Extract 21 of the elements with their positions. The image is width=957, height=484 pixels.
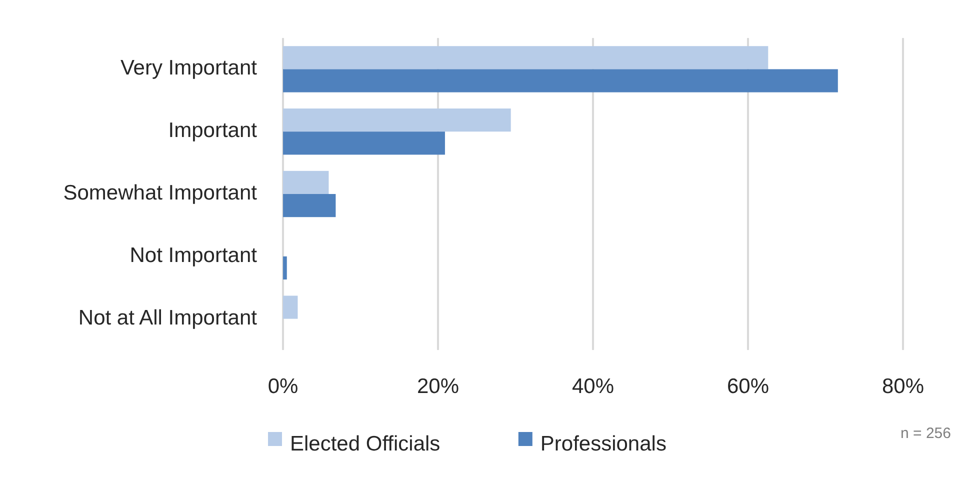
x-tick-label: 80% (882, 375, 924, 398)
x-tick-label: 20% (416, 375, 460, 398)
legend-label: Professionals (540, 432, 666, 456)
y-tick-label: Important (168, 119, 258, 142)
bar (283, 194, 336, 218)
bar (283, 296, 298, 319)
bar (283, 256, 287, 280)
bar (283, 132, 445, 155)
y-tick-label: Very Important (120, 56, 258, 80)
x-tick-label: 40% (572, 375, 614, 398)
x-tick-label: 60% (726, 375, 770, 398)
bar (283, 46, 768, 70)
x-tick-label: 0% (268, 375, 298, 398)
text: n = 256 (900, 425, 951, 442)
y-tick-label: Not at All Important (78, 306, 258, 330)
bar (283, 69, 838, 92)
y-tick-label: Not Important (130, 244, 258, 267)
y-tick-label: Somewhat Important (63, 182, 258, 205)
bar (283, 108, 511, 132)
bar (283, 170, 329, 194)
legend-label: Elected Officials (290, 432, 440, 456)
